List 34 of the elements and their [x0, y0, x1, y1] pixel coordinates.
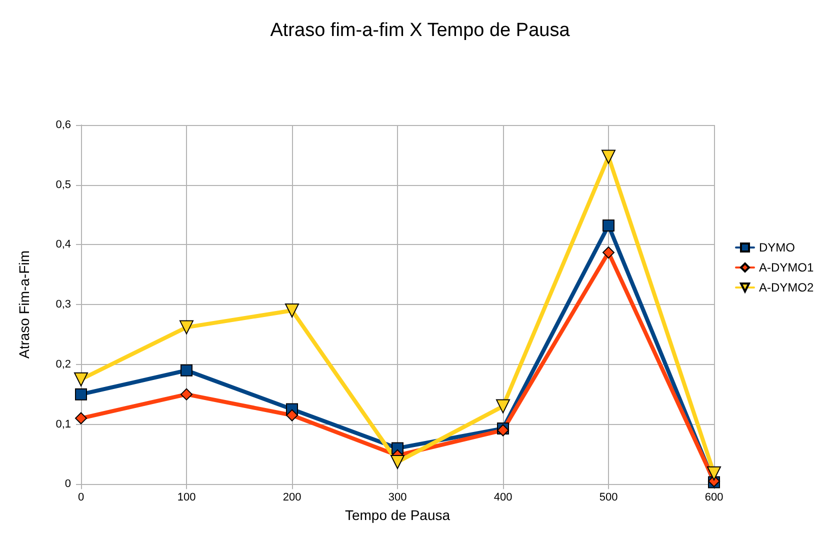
y-tick-label: 0,5 [56, 178, 71, 191]
x-tick-label: 500 [599, 492, 618, 504]
legend-label: A-DYMO2 [759, 280, 814, 294]
x-tick-label: 200 [282, 492, 302, 504]
point [285, 304, 299, 318]
point [180, 388, 192, 400]
legend-label: A-DYMO1 [759, 260, 814, 274]
point [496, 399, 510, 414]
legend-label: DYMO [759, 240, 795, 254]
point [180, 364, 192, 376]
point [75, 388, 87, 400]
point [390, 454, 404, 469]
point [75, 412, 87, 424]
point [707, 466, 721, 480]
chart-title: Atraso fim-a-fim X Tempo de Pausa [270, 20, 570, 41]
point [180, 320, 194, 334]
x-tick-label: 300 [388, 492, 407, 504]
y-tick-label: 0 [64, 478, 71, 490]
x-tick-label: 400 [494, 492, 512, 504]
x-axis-title: Tempo de Pausa [344, 507, 450, 523]
x-tick-label: 0 [78, 492, 84, 504]
x-tick-label: 600 [704, 492, 724, 504]
y-tick-label: 0,3 [56, 298, 71, 311]
y-tick-label: 0,1 [56, 418, 71, 430]
point [286, 409, 298, 422]
x-tick-label: 100 [177, 492, 196, 504]
point [74, 372, 88, 386]
y-tick-label: 0,2 [56, 358, 71, 370]
y-tick-label: 0,4 [56, 238, 71, 251]
point [602, 150, 616, 164]
y-axis-title: Atraso Fim-a-Fim [16, 250, 32, 359]
point [602, 246, 614, 258]
point [602, 220, 614, 232]
y-tick-label: 0,6 [56, 119, 71, 131]
